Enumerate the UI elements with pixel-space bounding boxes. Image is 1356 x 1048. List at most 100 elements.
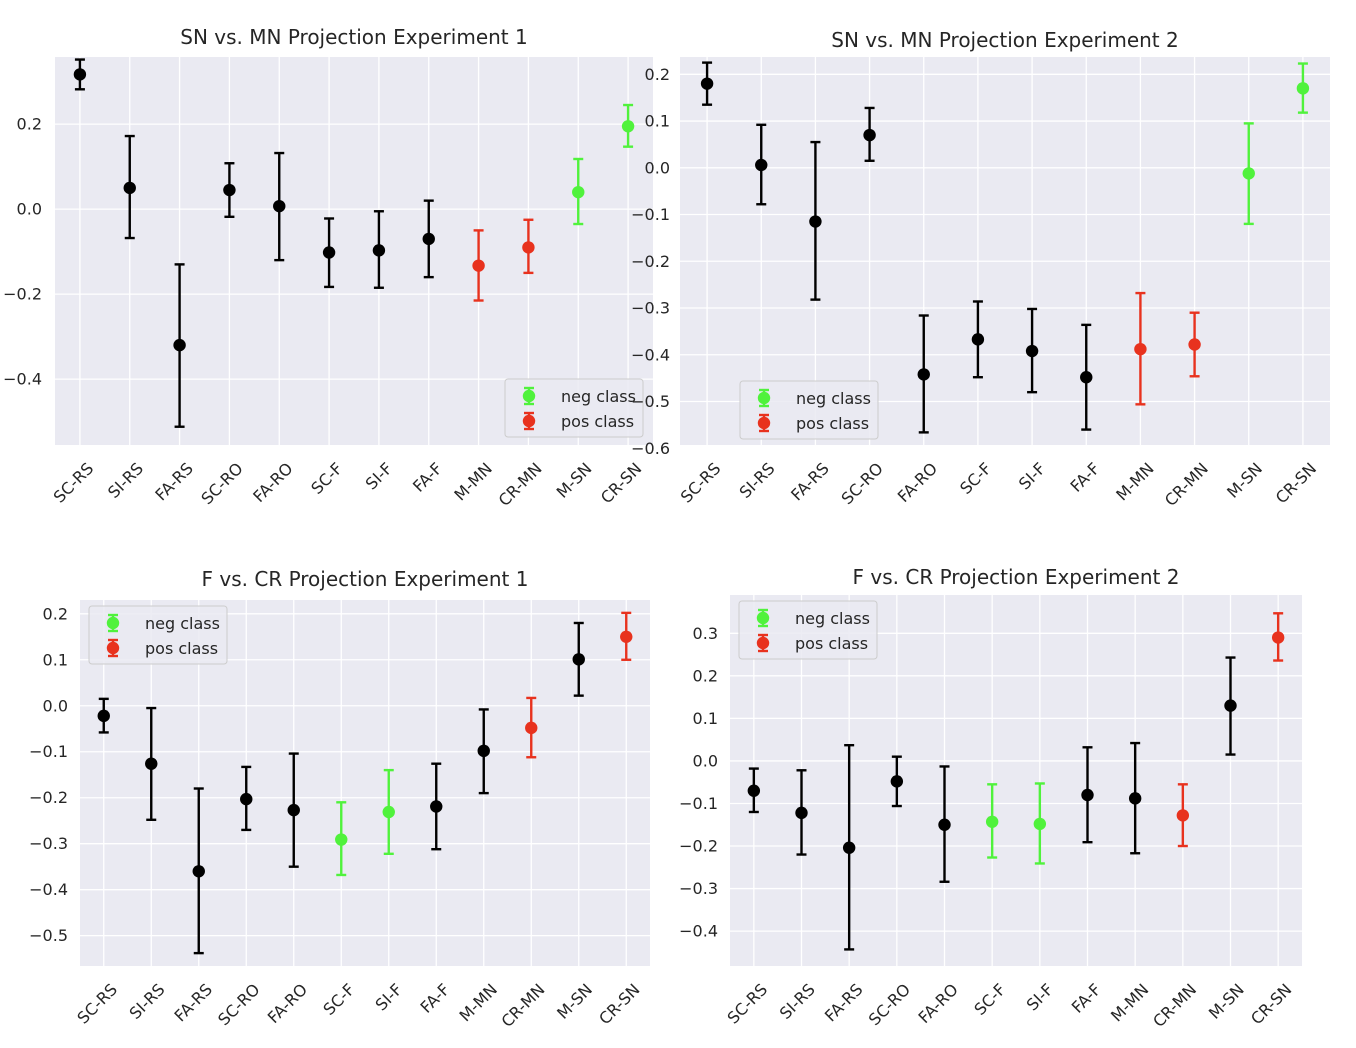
- y-tick-label: 0.1: [693, 709, 718, 728]
- y-tick-label: −0.2: [29, 788, 68, 807]
- x-tick-label: CR-SN: [1247, 980, 1295, 1028]
- y-tick-label: 0.1: [645, 112, 670, 131]
- x-tick-label: M-MN: [456, 980, 502, 1026]
- data-point: [173, 338, 186, 352]
- data-point: [477, 744, 490, 758]
- data-point: [1128, 792, 1142, 805]
- y-tick-label: 0.3: [693, 624, 718, 643]
- legend-box: [738, 600, 878, 660]
- legend: neg class pos class: [504, 378, 644, 438]
- y-tick-label: −0.3: [29, 834, 68, 853]
- y-tick-label: −0.5: [631, 392, 670, 411]
- legend-marker-neg: [756, 611, 770, 625]
- x-tick-label: CR-SN: [597, 459, 645, 507]
- data-point: [422, 232, 435, 246]
- x-tick-label: SC-RS: [677, 459, 725, 507]
- chart-title: SN vs. MN Projection Experiment 2: [831, 28, 1178, 52]
- data-point: [192, 865, 205, 878]
- data-point: [1224, 699, 1237, 712]
- y-tick-label: 0.2: [17, 115, 42, 134]
- x-tick-label: SC-RO: [214, 980, 263, 1029]
- legend-marker-neg: [757, 391, 771, 405]
- legend-marker-pos: [106, 641, 120, 655]
- y-tick-label: −0.2: [631, 252, 670, 271]
- x-tick-label: SC-RO: [865, 980, 914, 1029]
- y-tick-label: 0.2: [43, 604, 68, 623]
- x-tick-label: SC-F: [970, 980, 1009, 1019]
- chart-title: SN vs. MN Projection Experiment 1: [180, 25, 527, 49]
- x-tick-label: M-SN: [1223, 459, 1266, 502]
- y-tick-label: −0.4: [3, 370, 42, 389]
- x-tick-label: CR-MN: [1149, 980, 1200, 1031]
- data-point: [145, 757, 158, 770]
- x-tick-label: SI-RS: [104, 459, 147, 502]
- x-tick-label: FA-RS: [821, 980, 867, 1026]
- y-tick-label: 0.2: [693, 666, 718, 685]
- data-point: [700, 77, 714, 90]
- y-tick-label: 0.0: [693, 751, 718, 770]
- x-tick-label: SC-F: [319, 980, 358, 1019]
- y-tick-label: −0.5: [29, 926, 68, 945]
- data-point: [240, 792, 253, 806]
- x-tick-label: FA-F: [417, 980, 454, 1017]
- x-tick-label: FA-F: [1068, 980, 1105, 1017]
- data-point: [842, 841, 856, 854]
- data-point: [1242, 167, 1255, 180]
- y-tick-label: −0.4: [679, 922, 718, 941]
- data-point: [755, 158, 768, 172]
- data-point: [525, 721, 538, 735]
- x-tick-label: SI-F: [1023, 980, 1058, 1015]
- x-tick-label: FA-RO: [915, 980, 962, 1027]
- data-point: [522, 241, 535, 254]
- data-point: [430, 800, 443, 813]
- x-tick-label: SI-F: [1015, 459, 1050, 494]
- x-tick-label: SC-RO: [838, 459, 887, 508]
- y-tick-label: 0.0: [17, 200, 42, 219]
- data-point: [273, 199, 286, 213]
- data-point: [890, 775, 904, 788]
- x-tick-label: CR-MN: [498, 980, 549, 1031]
- x-tick-label: FA-RO: [264, 980, 311, 1027]
- data-point: [287, 803, 300, 817]
- data-point: [1271, 631, 1285, 644]
- x-tick-label: SC-RO: [197, 459, 246, 508]
- x-tick-label: M-SN: [553, 459, 596, 502]
- legend-box: [88, 605, 228, 665]
- x-tick-label: SC-F: [956, 459, 995, 498]
- data-point: [621, 120, 635, 133]
- data-point: [1134, 342, 1147, 356]
- data-point: [123, 181, 136, 195]
- legend-box: [739, 380, 879, 440]
- x-tick-label: SC-RS: [73, 980, 121, 1028]
- legend-label-neg: neg class: [145, 614, 220, 633]
- data-point: [223, 183, 236, 197]
- data-point: [73, 68, 87, 81]
- legend-label-neg: neg class: [796, 389, 871, 408]
- y-tick-label: −0.1: [631, 205, 670, 224]
- data-point: [620, 630, 633, 643]
- y-tick-label: −0.3: [679, 879, 718, 898]
- legend-marker-pos: [757, 416, 771, 430]
- data-point: [1025, 344, 1039, 358]
- x-tick-label: SI-F: [372, 980, 407, 1015]
- legend-label-pos: pos class: [795, 634, 868, 653]
- x-tick-label: FA-RS: [151, 459, 197, 505]
- x-tick-label: CR-SN: [1272, 459, 1320, 507]
- chart-panel-3: −0.5−0.4−0.3−0.2−0.10.00.10.2SC-RS SI-RS F…: [29, 567, 650, 1031]
- data-point: [97, 709, 110, 723]
- y-tick-label: −0.6: [631, 439, 670, 458]
- data-point: [372, 244, 386, 257]
- x-tick-label: CR-MN: [1161, 459, 1212, 510]
- x-tick-label: SI-RS: [776, 980, 819, 1023]
- x-tick-label: M-MN: [1107, 980, 1153, 1026]
- data-point: [382, 805, 395, 819]
- data-point: [1296, 82, 1310, 95]
- legend-label-pos: pos class: [796, 414, 869, 433]
- data-point: [335, 833, 348, 846]
- data-point: [795, 806, 808, 820]
- chart-title: F vs. CR Projection Experiment 2: [853, 565, 1180, 589]
- legend-marker-neg: [106, 616, 120, 630]
- legend: neg class pos class: [739, 380, 879, 440]
- legend-box: [504, 378, 644, 438]
